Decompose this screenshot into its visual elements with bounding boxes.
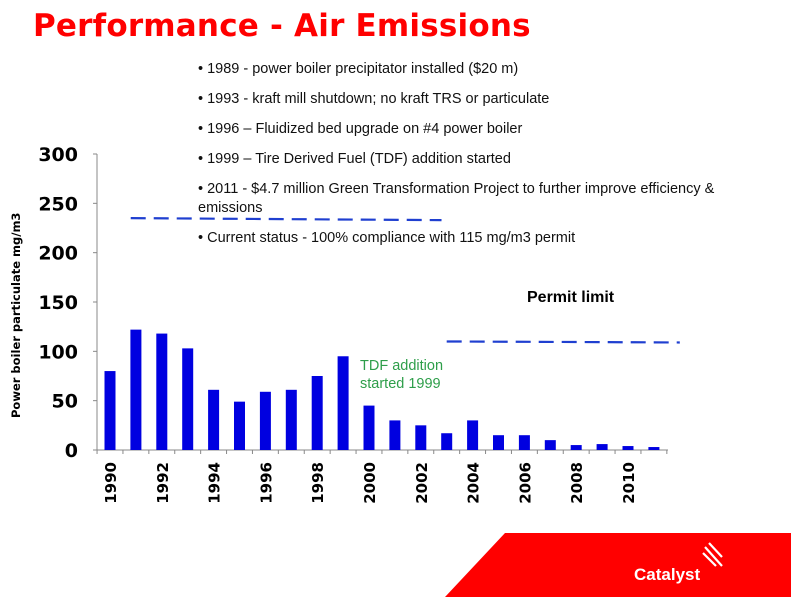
permit-limit-line <box>130 217 442 222</box>
permit-limit-label: Permit limit <box>527 289 615 306</box>
bullet-1999: • 1999 – Tire Derived Fuel (TDF) additio… <box>198 151 511 167</box>
bar-1998 <box>311 376 323 450</box>
bullet-current-status: • Current status - 100% compliance with … <box>198 230 576 246</box>
bar-2005 <box>493 435 504 450</box>
x-tick-label: 2004 <box>465 462 483 504</box>
x-tick-label: 1994 <box>206 462 224 504</box>
bar-1999 <box>337 356 349 450</box>
bar-1997 <box>285 389 297 450</box>
x-tick-label: 2006 <box>516 462 534 504</box>
bar-2008 <box>570 445 582 450</box>
catalyst-logo: Catalyst <box>445 533 791 597</box>
permit-lines <box>130 217 680 344</box>
bar-1994 <box>208 389 220 450</box>
bar-2002 <box>415 425 427 450</box>
bullet-1993: • 1993 - kraft mill shutdown; no kraft T… <box>198 91 550 107</box>
bar-1993 <box>182 348 194 450</box>
x-tick-label: 1990 <box>102 462 120 504</box>
bar-2007 <box>544 440 556 450</box>
bar-1991 <box>130 329 142 450</box>
bullet-1996: • 1996 – Fluidized bed upgrade on #4 pow… <box>198 121 523 137</box>
bar-2006 <box>518 435 530 450</box>
y-tick-label: 150 <box>38 292 78 314</box>
bar-2011 <box>648 447 660 450</box>
bar-2003 <box>441 433 453 450</box>
bullet-1989: • 1989 - power boiler precipitator insta… <box>198 61 519 77</box>
tdf-label-line1: TDF addition <box>360 358 443 374</box>
x-tick-label: 2010 <box>620 462 638 504</box>
bar-2000 <box>363 405 375 450</box>
y-tick-label: 100 <box>38 341 78 363</box>
x-tick-label: 2002 <box>413 462 431 504</box>
x-tick-label: 2008 <box>568 462 586 504</box>
x-tick-label: 1996 <box>257 462 275 504</box>
y-tick-label: 250 <box>38 193 78 215</box>
permit-limit-line <box>446 340 680 344</box>
logo-banner <box>445 533 791 597</box>
bullet-2011: • 2011 - $4.7 million Green Transformati… <box>198 181 715 216</box>
bar-1996 <box>259 391 271 450</box>
x-tick-label: 1998 <box>309 462 327 504</box>
chart-bars <box>104 329 660 450</box>
y-tick-label: 0 <box>65 440 78 462</box>
y-tick-label: 300 <box>38 144 78 166</box>
x-tick-label: 1992 <box>154 462 172 504</box>
logo-mark-icon <box>702 542 723 567</box>
bar-1992 <box>156 333 168 450</box>
logo-text: Catalyst <box>634 565 700 584</box>
y-tick-label: 50 <box>52 391 78 413</box>
chart-labels: 0 50 100 150 200 250 300 1990 1992 1994 1996 1998 20… <box>38 144 638 504</box>
bullet-list: • 1989 - power boiler precipitator insta… <box>198 60 718 259</box>
y-tick-label: 200 <box>38 243 78 265</box>
x-tick-label: 2000 <box>361 462 379 504</box>
page-title: Performance - Air Emissions <box>33 8 531 44</box>
bar-2010 <box>622 446 634 450</box>
tdf-label-line2: started 1999 <box>360 376 441 392</box>
bar-1995 <box>234 401 245 450</box>
bar-2004 <box>467 420 479 450</box>
y-axis-label: Power boiler particulate mg/m3 <box>9 213 23 418</box>
bar-2009 <box>596 444 608 450</box>
bar-1990 <box>104 371 116 450</box>
bar-2001 <box>389 420 401 450</box>
